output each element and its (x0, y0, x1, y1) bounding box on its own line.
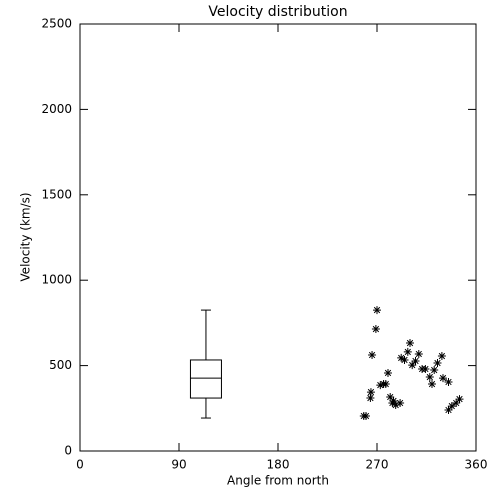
x-tick-label: 270 (366, 458, 389, 472)
y-tick-label: 0 (64, 444, 72, 458)
point (433, 359, 442, 368)
point (406, 339, 414, 348)
point (368, 351, 377, 360)
point (447, 402, 456, 411)
x-tick-label: 180 (267, 458, 290, 472)
point (411, 356, 420, 365)
point (386, 393, 395, 402)
x-axis-label: Angle from north (227, 474, 329, 488)
point (376, 381, 385, 390)
point (373, 306, 381, 315)
point (428, 380, 436, 389)
point (388, 399, 397, 408)
point (366, 394, 375, 403)
point (444, 377, 453, 386)
y-axis-label: Velocity (km/s) (19, 192, 33, 281)
point (414, 349, 423, 358)
point (452, 399, 461, 408)
point (444, 406, 453, 415)
point (421, 365, 430, 374)
x-tick-label: 360 (465, 458, 488, 472)
y-tick-label: 1000 (41, 273, 72, 287)
point (396, 399, 405, 408)
point (362, 411, 370, 420)
point (403, 347, 412, 356)
box (189, 359, 222, 399)
point (437, 352, 446, 361)
y-tick-label: 2000 (41, 102, 72, 116)
point (384, 368, 392, 377)
point (408, 361, 417, 370)
point (397, 353, 406, 362)
point (430, 366, 439, 375)
point (391, 401, 400, 410)
y-tick-label: 2500 (41, 17, 72, 31)
x-tick-label: 0 (76, 458, 84, 472)
point (425, 373, 434, 382)
y-tick-label: 1500 (41, 187, 72, 201)
point (371, 325, 380, 334)
y-tick-label: 500 (49, 358, 72, 372)
point (381, 380, 390, 389)
chart-title: Velocity distribution (208, 4, 347, 20)
point (389, 396, 398, 405)
point (400, 355, 409, 364)
point (455, 395, 464, 404)
x-tick-label: 90 (171, 458, 186, 472)
point (439, 374, 447, 383)
point (366, 388, 375, 397)
